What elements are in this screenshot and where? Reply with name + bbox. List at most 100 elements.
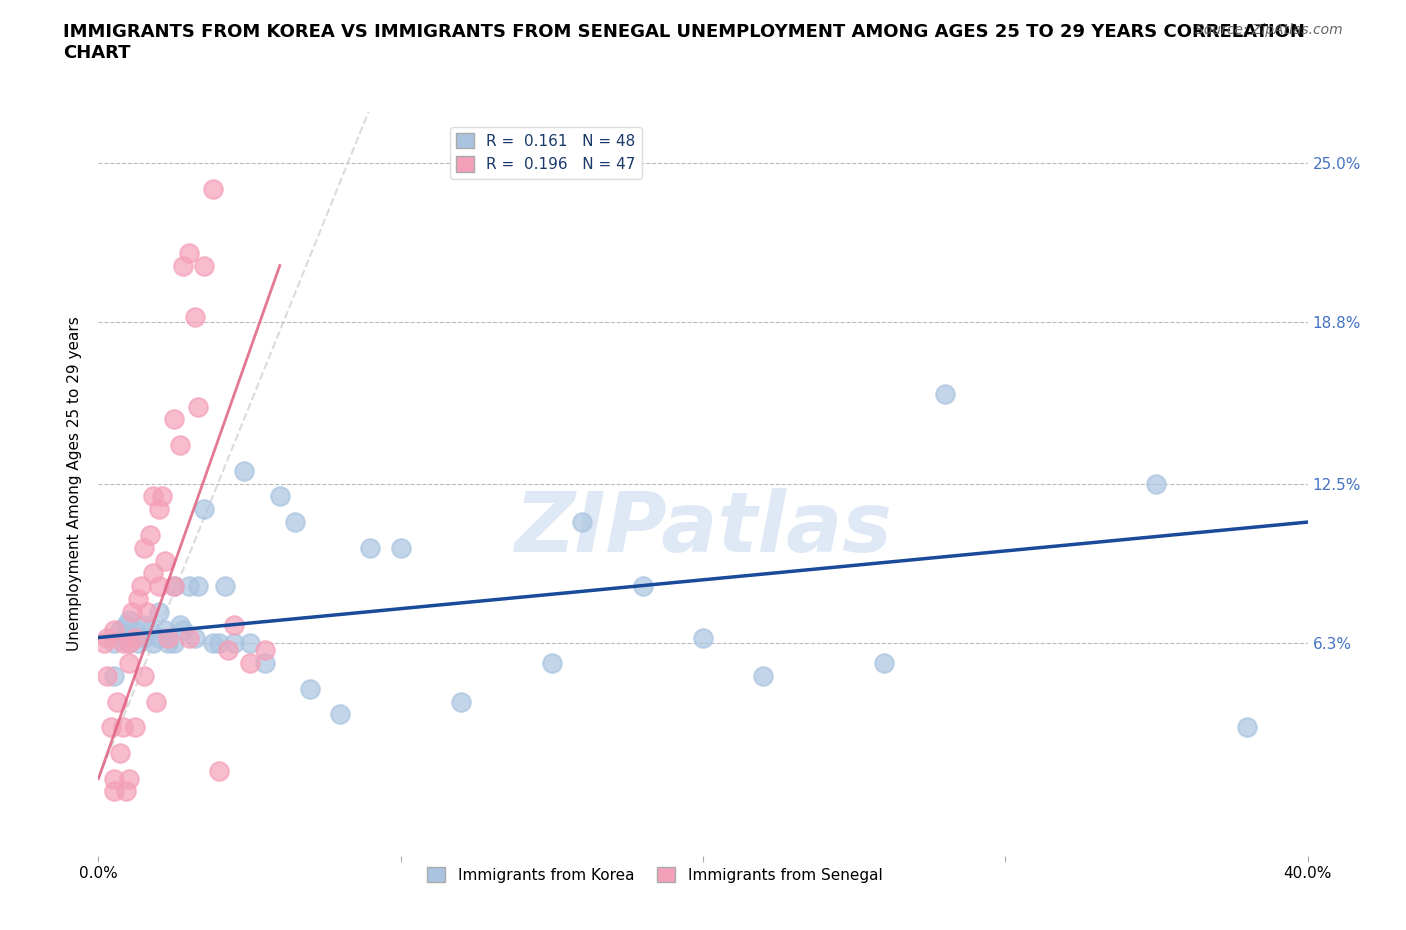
Point bbox=[129, 578, 152, 593]
Point bbox=[360, 540, 382, 555]
Point bbox=[179, 578, 201, 593]
Point bbox=[172, 259, 194, 273]
Point bbox=[169, 618, 191, 632]
Point bbox=[172, 622, 194, 637]
Point bbox=[239, 635, 262, 650]
Point bbox=[208, 764, 231, 778]
Point bbox=[187, 399, 209, 414]
Point bbox=[153, 553, 176, 568]
Point bbox=[193, 259, 215, 273]
Point bbox=[103, 635, 125, 650]
Point bbox=[148, 502, 170, 517]
Point bbox=[156, 635, 179, 650]
Point bbox=[224, 618, 246, 632]
Point bbox=[299, 682, 322, 697]
Point bbox=[118, 635, 141, 650]
Point bbox=[329, 707, 352, 722]
Point bbox=[202, 181, 225, 196]
Point bbox=[631, 578, 654, 593]
Point bbox=[114, 618, 136, 632]
Point bbox=[103, 622, 125, 637]
Point bbox=[103, 784, 125, 799]
Point bbox=[96, 631, 118, 645]
Point bbox=[169, 438, 191, 453]
Text: IMMIGRANTS FROM KOREA VS IMMIGRANTS FROM SENEGAL UNEMPLOYMENT AMONG AGES 25 TO 2: IMMIGRANTS FROM KOREA VS IMMIGRANTS FROM… bbox=[63, 23, 1305, 62]
Point bbox=[934, 386, 956, 401]
Point bbox=[124, 631, 146, 645]
Point bbox=[111, 631, 134, 645]
Point bbox=[111, 635, 134, 650]
Point bbox=[187, 578, 209, 593]
Point bbox=[873, 656, 896, 671]
Point bbox=[232, 463, 254, 478]
Y-axis label: Unemployment Among Ages 25 to 29 years: Unemployment Among Ages 25 to 29 years bbox=[67, 316, 83, 651]
Point bbox=[163, 578, 186, 593]
Point bbox=[253, 643, 276, 658]
Point bbox=[208, 635, 231, 650]
Point bbox=[253, 656, 276, 671]
Point bbox=[1236, 720, 1258, 735]
Point bbox=[142, 489, 165, 504]
Point bbox=[124, 622, 146, 637]
Point bbox=[114, 784, 136, 799]
Point bbox=[118, 612, 141, 627]
Point bbox=[96, 669, 118, 684]
Point bbox=[202, 635, 225, 650]
Point bbox=[145, 694, 167, 709]
Point bbox=[184, 310, 207, 325]
Point bbox=[132, 669, 155, 684]
Point bbox=[105, 694, 128, 709]
Text: ZIPatlas: ZIPatlas bbox=[515, 487, 891, 569]
Point bbox=[571, 514, 593, 529]
Text: Source: ZipAtlas.com: Source: ZipAtlas.com bbox=[1195, 23, 1343, 37]
Point bbox=[239, 656, 262, 671]
Point bbox=[93, 635, 115, 650]
Point bbox=[142, 635, 165, 650]
Point bbox=[163, 578, 186, 593]
Point bbox=[142, 566, 165, 581]
Point bbox=[214, 578, 236, 593]
Point bbox=[389, 540, 412, 555]
Point bbox=[450, 694, 472, 709]
Point bbox=[135, 604, 157, 619]
Point bbox=[108, 622, 131, 637]
Point bbox=[217, 643, 239, 658]
Point bbox=[184, 631, 207, 645]
Point bbox=[163, 412, 186, 427]
Point bbox=[148, 604, 170, 619]
Point bbox=[752, 669, 775, 684]
Point bbox=[1144, 476, 1167, 491]
Point bbox=[127, 635, 149, 650]
Point bbox=[193, 502, 215, 517]
Point bbox=[132, 618, 155, 632]
Point bbox=[139, 527, 162, 542]
Point bbox=[108, 746, 131, 761]
Point bbox=[153, 622, 176, 637]
Point bbox=[121, 604, 143, 619]
Point bbox=[148, 578, 170, 593]
Point bbox=[100, 720, 122, 735]
Point bbox=[179, 246, 201, 260]
Point bbox=[163, 635, 186, 650]
Point bbox=[127, 591, 149, 606]
Point bbox=[692, 631, 714, 645]
Point bbox=[103, 669, 125, 684]
Point bbox=[284, 514, 307, 529]
Point bbox=[132, 540, 155, 555]
Point bbox=[103, 771, 125, 786]
Point bbox=[540, 656, 562, 671]
Point bbox=[269, 489, 291, 504]
Point bbox=[124, 720, 146, 735]
Point bbox=[118, 635, 141, 650]
Point bbox=[156, 631, 179, 645]
Point bbox=[118, 771, 141, 786]
Point bbox=[111, 720, 134, 735]
Point bbox=[179, 631, 201, 645]
Point bbox=[132, 631, 155, 645]
Point bbox=[148, 631, 170, 645]
Legend: Immigrants from Korea, Immigrants from Senegal: Immigrants from Korea, Immigrants from S… bbox=[420, 860, 889, 889]
Point bbox=[150, 489, 173, 504]
Point bbox=[118, 656, 141, 671]
Point bbox=[139, 622, 162, 637]
Point bbox=[224, 635, 246, 650]
